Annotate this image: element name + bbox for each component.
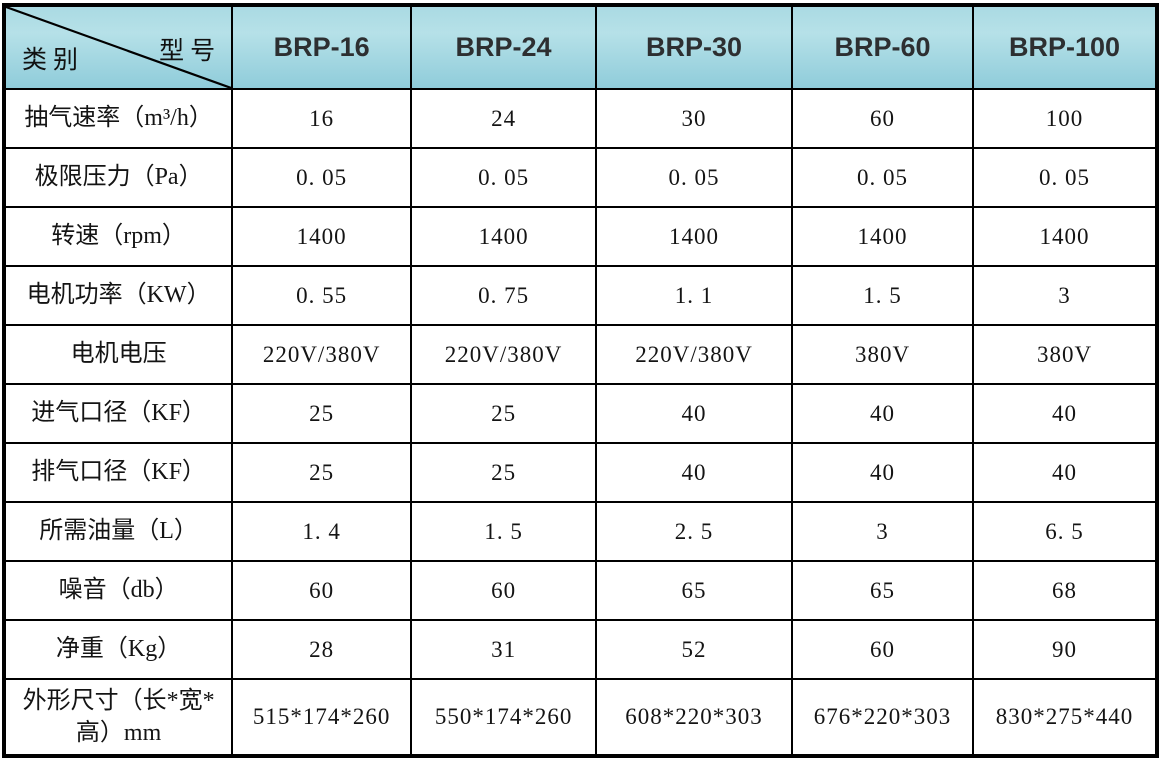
spec-value-cell: 40	[595, 383, 794, 444]
row-label: 所需油量（L）	[2, 501, 234, 562]
spec-table: 类别 型号 BRP-16 BRP-24 BRP-30 BRP-60 BRP-100 抽气…	[2, 3, 1159, 758]
row-label: 抽气速率（m³/h）	[2, 88, 234, 149]
spec-value-cell: 40	[791, 383, 974, 444]
spec-value-cell: 220V/380V	[595, 324, 794, 385]
row-label: 电机功率（KW）	[2, 265, 234, 326]
row-label: 电机电压	[2, 324, 234, 385]
spec-value-cell: 0. 05	[972, 147, 1158, 208]
spec-value-cell: 25	[410, 442, 598, 503]
spec-value-cell: 0. 05	[791, 147, 974, 208]
table-row: 外形尺寸（长*宽*高）mm 515*174*260 550*174*260 608*2…	[2, 678, 1158, 757]
table-row: 进气口径（KF） 25 25 40 40 40	[2, 383, 1158, 444]
spec-value-cell: 40	[595, 442, 794, 503]
spec-value-cell: 0. 05	[410, 147, 598, 208]
spec-value-cell: 0. 55	[231, 265, 413, 326]
spec-value-cell: 52	[595, 619, 794, 680]
spec-value-cell: 220V/380V	[410, 324, 598, 385]
header-row: 类别 型号 BRP-16 BRP-24 BRP-30 BRP-60 BRP-100	[2, 4, 1158, 90]
spec-value-cell: 830*275*440	[972, 678, 1158, 757]
spec-value-cell: 68	[972, 560, 1158, 621]
spec-value-cell: 0. 75	[410, 265, 598, 326]
spec-value-cell: 65	[791, 560, 974, 621]
spec-value-cell: 1. 5	[410, 501, 598, 562]
row-label: 外形尺寸（长*宽*高）mm	[2, 678, 234, 757]
column-header-model: BRP-16	[231, 4, 413, 90]
spec-value-cell: 2. 5	[595, 501, 794, 562]
spec-value-cell: 1400	[231, 206, 413, 267]
table-row: 噪音（db） 60 60 65 65 68	[2, 560, 1158, 621]
spec-value-cell: 1400	[791, 206, 974, 267]
spec-value-cell: 16	[231, 88, 413, 149]
spec-value-cell: 608*220*303	[595, 678, 794, 757]
spec-value-cell: 380V	[791, 324, 974, 385]
column-header-model: BRP-24	[410, 4, 598, 90]
spec-value-cell: 3	[791, 501, 974, 562]
spec-value-cell: 25	[231, 442, 413, 503]
spec-table-body: 抽气速率（m³/h） 16 24 30 60 100 极限压力（Pa） 0. 05 0. 05 0…	[2, 88, 1158, 757]
row-label: 进气口径（KF）	[2, 383, 234, 444]
spec-value-cell: 60	[791, 88, 974, 149]
table-row: 转速（rpm） 1400 1400 1400 1400 1400	[2, 206, 1158, 267]
spec-value-cell: 220V/380V	[231, 324, 413, 385]
row-label: 极限压力（Pa）	[2, 147, 234, 208]
spec-value-cell: 40	[972, 383, 1158, 444]
spec-value-cell: 24	[410, 88, 598, 149]
table-row: 极限压力（Pa） 0. 05 0. 05 0. 05 0. 05 0. 05	[2, 147, 1158, 208]
row-label: 排气口径（KF）	[2, 442, 234, 503]
column-header-model: BRP-100	[972, 4, 1158, 90]
spec-value-cell: 60	[410, 560, 598, 621]
spec-value-cell: 65	[595, 560, 794, 621]
spec-value-cell: 1. 4	[231, 501, 413, 562]
spec-value-cell: 1400	[410, 206, 598, 267]
table-row: 所需油量（L） 1. 4 1. 5 2. 5 3 6. 5	[2, 501, 1158, 562]
table-row: 净重（Kg） 28 31 52 60 90	[2, 619, 1158, 680]
spec-value-cell: 40	[972, 442, 1158, 503]
spec-value-cell: 550*174*260	[410, 678, 598, 757]
row-label: 转速（rpm）	[2, 206, 234, 267]
spec-value-cell: 25	[410, 383, 598, 444]
spec-value-cell: 676*220*303	[791, 678, 974, 757]
spec-value-cell: 0. 05	[595, 147, 794, 208]
spec-value-cell: 1400	[595, 206, 794, 267]
spec-value-cell: 515*174*260	[231, 678, 413, 757]
spec-value-cell: 31	[410, 619, 598, 680]
spec-value-cell: 1400	[972, 206, 1158, 267]
table-row: 抽气速率（m³/h） 16 24 30 60 100	[2, 88, 1158, 149]
spec-value-cell: 1. 1	[595, 265, 794, 326]
diagonal-divider-line	[6, 7, 231, 88]
row-label: 噪音（db）	[2, 560, 234, 621]
spec-value-cell: 3	[972, 265, 1158, 326]
row-label: 净重（Kg）	[2, 619, 234, 680]
column-header-model: BRP-30	[595, 4, 794, 90]
column-header-model: BRP-60	[791, 4, 974, 90]
spec-value-cell: 6. 5	[972, 501, 1158, 562]
spec-value-cell: 90	[972, 619, 1158, 680]
table-row: 电机电压 220V/380V 220V/380V 220V/380V 380V 380V	[2, 324, 1158, 385]
spec-value-cell: 28	[231, 619, 413, 680]
header-corner-cell: 类别 型号	[2, 4, 234, 90]
spec-value-cell: 60	[231, 560, 413, 621]
table-row: 排气口径（KF） 25 25 40 40 40	[2, 442, 1158, 503]
spec-value-cell: 1. 5	[791, 265, 974, 326]
spec-value-cell: 40	[791, 442, 974, 503]
spec-value-cell: 380V	[972, 324, 1158, 385]
model-label: 型号	[159, 38, 222, 65]
spec-value-cell: 0. 05	[231, 147, 413, 208]
category-label: 类别	[22, 47, 85, 74]
spec-value-cell: 60	[791, 619, 974, 680]
spec-value-cell: 30	[595, 88, 794, 149]
spec-value-cell: 100	[972, 88, 1158, 149]
spec-value-cell: 25	[231, 383, 413, 444]
